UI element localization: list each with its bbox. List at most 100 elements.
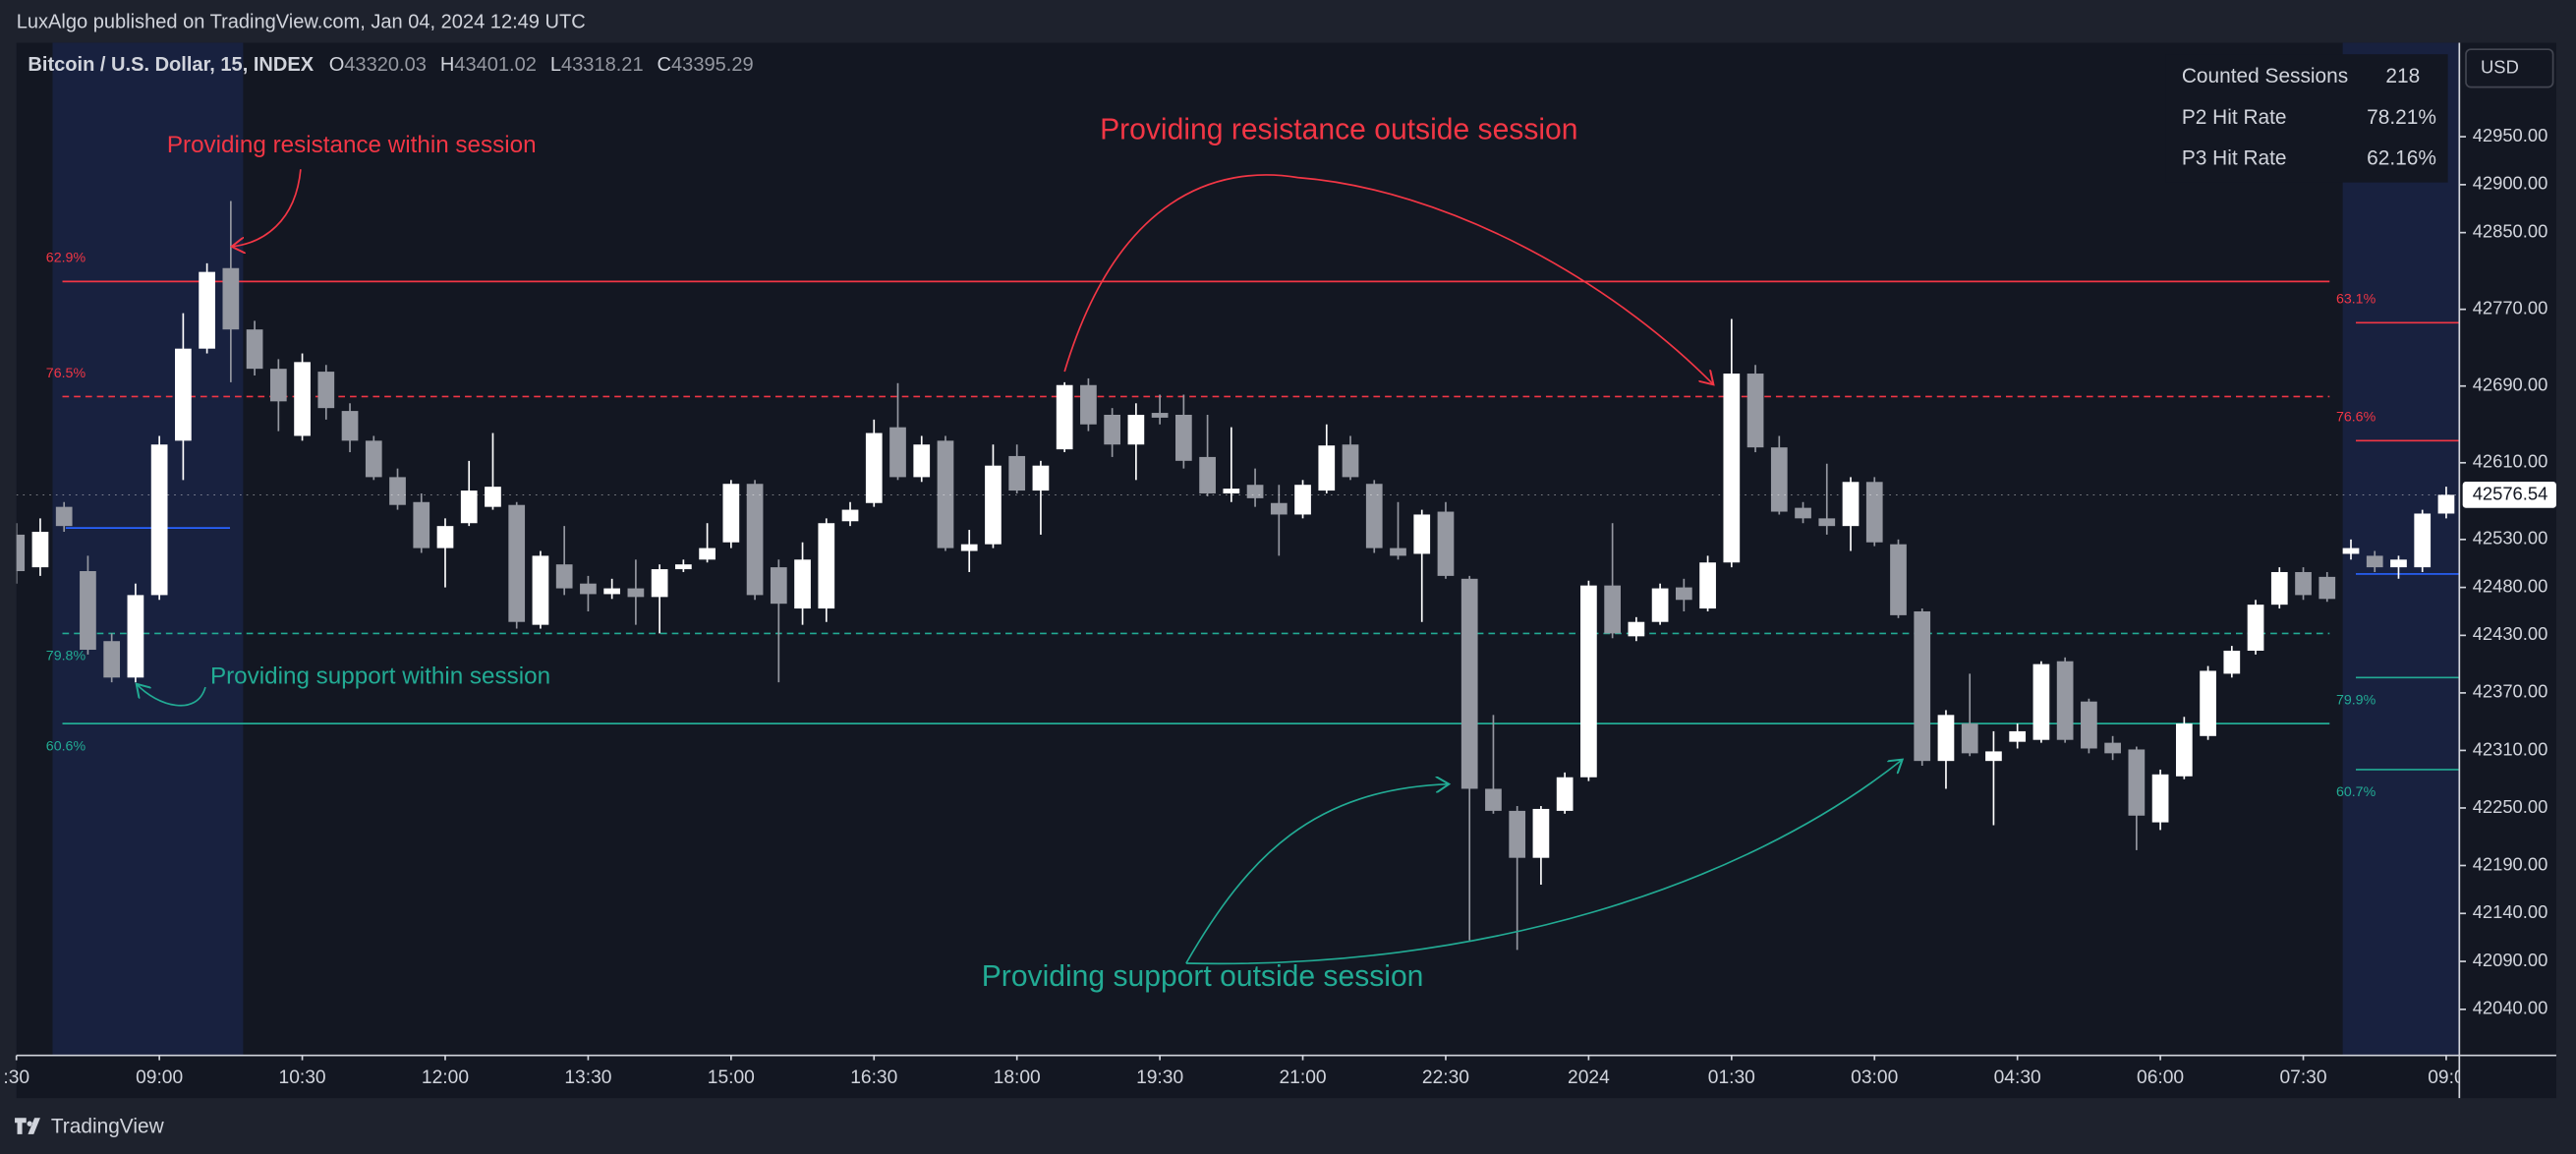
candle-body	[1532, 808, 1550, 858]
x-tick-label: 16:30	[850, 1067, 897, 1088]
candle-body	[485, 487, 501, 507]
candle-body	[1604, 585, 1621, 634]
price-axis	[2459, 42, 2556, 1099]
candle-body	[913, 444, 931, 478]
stats-value: 62.16%	[2367, 147, 2436, 170]
candle-body	[699, 548, 716, 560]
candle-body	[1294, 485, 1311, 515]
level-label: 79.8%	[46, 649, 86, 664]
candle-body	[31, 532, 49, 568]
candle-body	[175, 348, 192, 441]
candle-body	[580, 583, 597, 595]
candle-body	[2437, 494, 2455, 514]
candle-body	[269, 369, 287, 402]
candle-body	[865, 433, 883, 503]
time-axis: :30 09:00 10:30 12:00 13:30 15:00 16:30 18:00 19…	[3, 1055, 2464, 1088]
candle-body	[16, 534, 26, 572]
candle-body	[1199, 456, 1216, 493]
candle-body	[460, 490, 478, 524]
candle-body	[1985, 751, 2002, 762]
candle-body	[1628, 621, 1645, 637]
arrow	[232, 169, 302, 247]
currency-button[interactable]	[2465, 48, 2554, 88]
candle-body	[722, 484, 740, 543]
candle-body	[1056, 384, 1073, 450]
arrow	[1185, 784, 1449, 964]
symbol: Bitcoin / U.S. Dollar, 15, INDEX	[28, 54, 314, 76]
candle-body	[1795, 507, 1811, 519]
y-tick-label: 42770.00	[2473, 298, 2548, 318]
candle-body	[2270, 571, 2288, 606]
candle-body	[2200, 670, 2216, 736]
candle-body	[746, 484, 764, 596]
legend-key: C	[658, 54, 671, 76]
x-tick-label: 09:0	[2428, 1067, 2464, 1088]
candle-body	[1937, 715, 1955, 762]
candle-body	[1104, 414, 1121, 445]
candle-body	[1390, 548, 1406, 556]
annotation: Providing resistance outside session	[1100, 114, 1577, 146]
candle-body	[2295, 571, 2312, 596]
plot: 62.9% 76.5% 79.8% 60.6% 63.1% 76.6% 79.9% 60.7%	[16, 201, 2460, 951]
x-tick-label: 13:30	[564, 1067, 611, 1088]
y-tick-label: 42480.00	[2473, 575, 2548, 596]
legend-value: 43320.03	[344, 54, 427, 76]
candle-body	[389, 477, 406, 505]
arrow	[1185, 760, 1903, 965]
x-tick-label: 22:30	[1422, 1067, 1469, 1088]
candle-body	[818, 523, 835, 609]
y-tick-label: 42190.00	[2473, 853, 2548, 874]
candle-body	[1961, 723, 1978, 754]
x-tick-label: 10:30	[279, 1067, 326, 1088]
candle-body	[985, 465, 1002, 545]
stats-value: 78.21%	[2367, 106, 2436, 129]
stats-table	[2165, 54, 2448, 183]
candle-body	[103, 641, 121, 678]
candle-body	[1413, 514, 1431, 554]
candle-body	[841, 509, 859, 522]
candle-body	[2104, 742, 2121, 754]
y-tick-label: 42250.00	[2473, 796, 2548, 817]
x-tick-label: 21:00	[1279, 1067, 1326, 1088]
y-tick-label: 42140.00	[2473, 901, 2548, 922]
stats-value: 218	[2385, 65, 2420, 87]
candle-body	[1032, 465, 1050, 491]
y-tick-label: 42850.00	[2473, 220, 2548, 241]
candle-body	[1723, 374, 1741, 563]
candle-body	[2366, 555, 2383, 568]
x-tick-label: 04:30	[1994, 1067, 2041, 1088]
x-tick-label: 19:30	[1136, 1067, 1183, 1088]
candle-body	[2390, 559, 2407, 568]
candle-body	[150, 444, 168, 596]
y-tick-label: 42900.00	[2473, 173, 2548, 194]
candle-body	[1460, 578, 1478, 789]
legend-value: 43395.29	[671, 54, 754, 76]
candle-body	[532, 555, 549, 625]
last-price-box	[2462, 482, 2556, 508]
annotation: Providing resistance within session	[167, 132, 537, 158]
session-shade	[52, 42, 244, 1056]
candle-body	[937, 440, 954, 548]
candle-body	[1270, 502, 1288, 515]
candle-body	[1223, 489, 1240, 493]
y-tick-label: 42690.00	[2473, 375, 2548, 395]
candle-body	[222, 267, 240, 330]
candle-body	[1580, 585, 1597, 778]
brand: TradingView	[51, 1116, 165, 1138]
candle-body	[80, 571, 96, 651]
candle-body	[1651, 588, 1669, 622]
level-label: 76.6%	[2336, 410, 2376, 426]
x-tick-label: :30	[3, 1067, 29, 1088]
currency[interactable]: USD	[2481, 56, 2519, 77]
arrow	[137, 684, 206, 707]
legend-key: H	[440, 54, 454, 76]
candle-body	[2081, 701, 2097, 749]
y-tick-label: 42040.00	[2473, 998, 2548, 1018]
candle-body	[2247, 605, 2264, 651]
legend-value: 43401.02	[454, 54, 537, 76]
candle-body	[1746, 374, 1764, 448]
chart-area	[16, 42, 2460, 1099]
level-label: 63.1%	[2336, 292, 2376, 308]
candle-body	[1174, 414, 1192, 461]
y-tick-label: 42950.00	[2473, 125, 2548, 145]
